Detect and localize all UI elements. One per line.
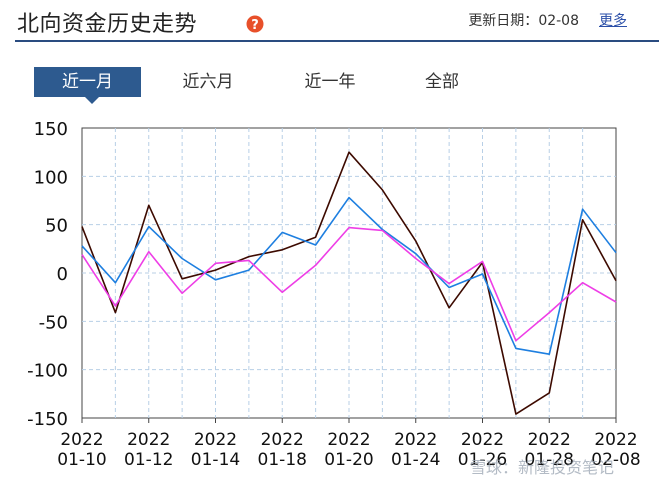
y-tick-label: 0 — [57, 264, 68, 285]
range-tabs: 近一月 近六月 近一年 全部 — [34, 67, 634, 104]
x-tick-date: 01-18 — [258, 450, 307, 470]
update-date: 02-08 — [538, 13, 579, 29]
header-divider — [15, 40, 659, 42]
y-tick-label: 100 — [34, 167, 68, 188]
x-tick-year: 2022 — [528, 430, 571, 450]
update-label: 更新日期： — [468, 13, 539, 29]
y-tick-label: 150 — [34, 119, 68, 140]
x-tick-year: 2022 — [594, 430, 637, 450]
svg-text:?: ? — [251, 18, 259, 33]
y-tick-label: -150 — [27, 409, 68, 430]
tab-1-month[interactable]: 近一月 — [34, 67, 141, 97]
page-title: 北向资金历史走势 — [17, 12, 198, 37]
x-tick-year: 2022 — [261, 430, 304, 450]
x-tick-date: 01-10 — [57, 450, 106, 470]
x-tick-year: 2022 — [60, 430, 103, 450]
tab-all[interactable]: 全部 — [425, 72, 459, 92]
watermark-text: 雪球：新隆投资笔记 — [470, 458, 614, 477]
tab-1-year[interactable]: 近一年 — [304, 72, 356, 92]
series-line-2 — [81, 196, 617, 356]
y-tick-label: -100 — [27, 361, 68, 382]
x-tick-year: 2022 — [461, 430, 504, 450]
more-link[interactable]: 更多 — [599, 13, 627, 29]
tab-6-months[interactable]: 近六月 — [182, 72, 234, 92]
y-tick-label: -50 — [39, 312, 68, 333]
x-tick-year: 2022 — [127, 430, 170, 450]
x-tick-year: 2022 — [394, 430, 437, 450]
x-tick-date: 01-12 — [124, 450, 173, 470]
x-tick-year: 2022 — [327, 430, 370, 450]
active-tab-pointer — [85, 97, 99, 104]
x-tick-date: 02-08 — [591, 450, 640, 470]
y-tick-label: 50 — [45, 216, 68, 237]
header: 北向资金历史走势 ? 更新日期：02-08 更多 — [0, 0, 659, 42]
series-line-1 — [81, 151, 617, 415]
x-tick-date: 01-24 — [391, 450, 440, 470]
x-tick-year: 2022 — [194, 430, 237, 450]
x-tick-date: 01-20 — [324, 450, 373, 470]
x-tick-date: 01-26 — [458, 450, 507, 470]
update-info: 更新日期：02-08 — [468, 10, 579, 30]
series-line-3 — [81, 226, 617, 342]
x-tick-date: 01-14 — [191, 450, 240, 470]
x-tick-date: 01-28 — [525, 450, 574, 470]
help-icon[interactable]: ? — [246, 15, 264, 33]
